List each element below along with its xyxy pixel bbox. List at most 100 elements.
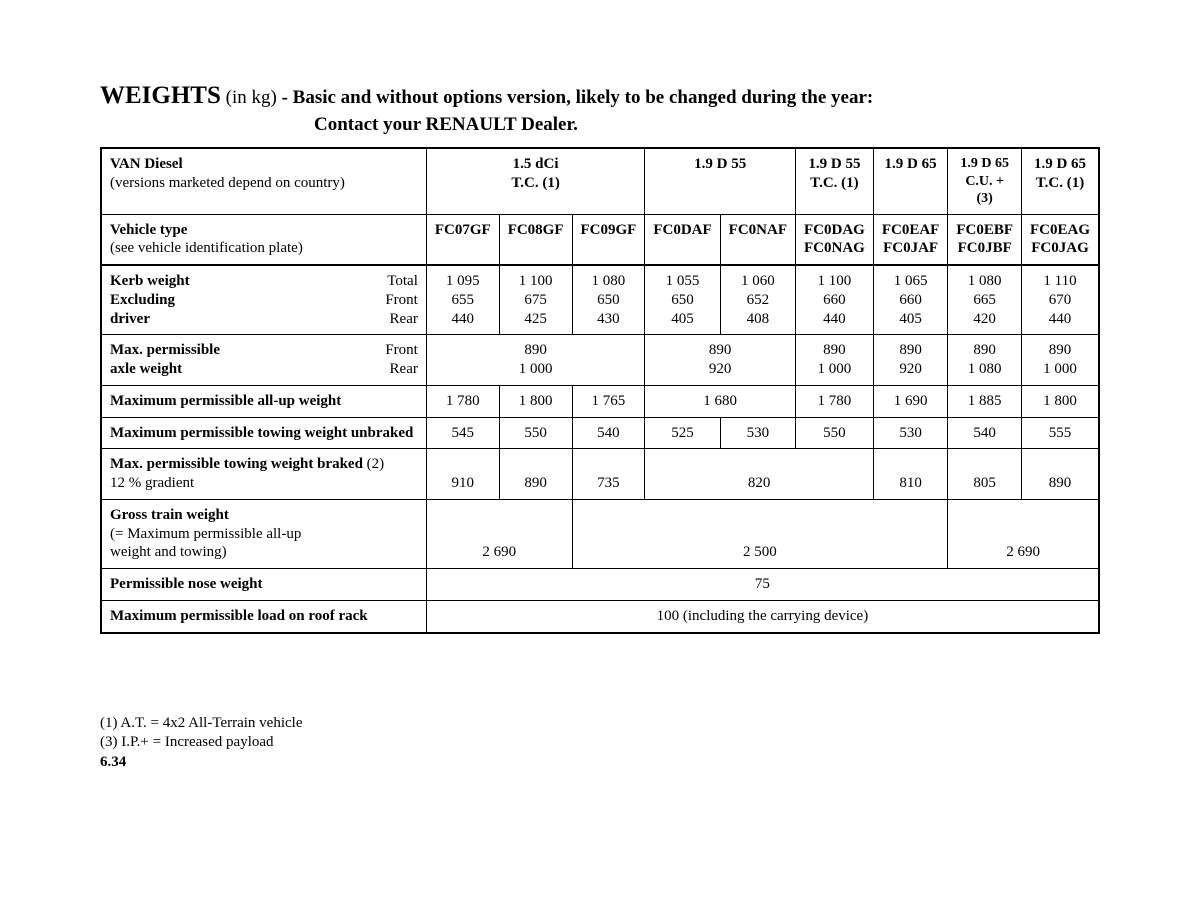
nose-row: Permissible nose weight 75 xyxy=(101,569,1099,601)
cell-val: 1 000 xyxy=(818,361,852,377)
braked-v8: 805 xyxy=(948,449,1022,500)
cell-val: 655 xyxy=(452,292,475,308)
cell-val: 652 xyxy=(747,292,770,308)
axle-label-2: axle weight xyxy=(110,361,182,377)
cell-val: 675 xyxy=(524,292,547,308)
cell-val: 1 065 xyxy=(894,273,928,289)
van-diesel-label: VAN Diesel (versions marketed depend on … xyxy=(101,148,426,214)
axle-v6: 890 1 000 xyxy=(796,335,874,386)
unbraked-v7: 530 xyxy=(873,417,948,449)
cell-val: 440 xyxy=(452,311,475,327)
axle-label: Max. permissible axle weight Front Rear xyxy=(101,335,426,386)
cell-val: 1 000 xyxy=(519,361,553,377)
cell-val: 1 080 xyxy=(592,273,626,289)
weights-table: VAN Diesel (versions marketed depend on … xyxy=(100,147,1100,634)
unbraked-v6: 550 xyxy=(796,417,874,449)
code-v9b: FC0JAG xyxy=(1031,240,1089,256)
cell-val: 1 095 xyxy=(446,273,480,289)
kerb-weight-row: Kerb weight Excluding driver Total Front… xyxy=(101,265,1099,335)
code-v8a: FC0EBF xyxy=(956,222,1013,238)
vehicle-type-note: (see vehicle identification plate) xyxy=(110,240,303,256)
braked-label-1: Max. permissible towing weight braked xyxy=(110,456,363,472)
unbraked-v9: 555 xyxy=(1022,417,1100,449)
cell-val: 890 xyxy=(709,342,732,358)
code-v1: FC07GF xyxy=(426,214,499,265)
axle-g2: 890920 xyxy=(645,335,796,386)
cell-val: 440 xyxy=(823,311,846,327)
title-main: WEIGHTS xyxy=(100,82,221,109)
braked-row: Max. permissible towing weight braked (2… xyxy=(101,449,1099,500)
kerb-v9: 1 110670440 xyxy=(1022,265,1100,335)
cell-val: 408 xyxy=(747,311,770,327)
gtw-label-3: weight and towing) xyxy=(110,544,227,560)
code-v7b: FC0JAF xyxy=(883,240,938,256)
cell-val: 660 xyxy=(899,292,922,308)
braked-v3: 735 xyxy=(572,449,645,500)
kerb-v8: 1 080665420 xyxy=(948,265,1022,335)
cell-val: 430 xyxy=(597,311,620,327)
van-diesel-text: VAN Diesel xyxy=(110,156,183,172)
gtw-row: Gross train weight (= Maximum permissibl… xyxy=(101,499,1099,568)
code-v4: FC0DAF xyxy=(645,214,720,265)
cell-val: 920 xyxy=(709,361,732,377)
cell-val: 650 xyxy=(671,292,694,308)
unbraked-v4: 525 xyxy=(645,417,720,449)
unbraked-v8: 540 xyxy=(948,417,1022,449)
unbraked-v5: 530 xyxy=(720,417,795,449)
code-v2: FC08GF xyxy=(499,214,572,265)
engine-header-row: VAN Diesel (versions marketed depend on … xyxy=(101,148,1099,214)
vehicle-type-label: Vehicle type (see vehicle identification… xyxy=(101,214,426,265)
footnote-3: (3) I.P.+ = Increased payload xyxy=(100,733,1100,753)
nose-label: Permissible nose weight xyxy=(101,569,426,601)
unbraked-v1: 545 xyxy=(426,417,499,449)
braked-g2: 820 xyxy=(645,449,873,500)
cell-val: 890 xyxy=(899,342,922,358)
axle-weight-row: Max. permissible axle weight Front Rear … xyxy=(101,335,1099,386)
braked-v9: 890 xyxy=(1022,449,1100,500)
kerb-label-3: driver xyxy=(110,311,150,327)
vehicle-type-text: Vehicle type xyxy=(110,222,187,238)
engine-col-3: 1.9 D 55 T.C. (1) xyxy=(796,148,874,214)
roof-row: Maximum permissible load on roof rack 10… xyxy=(101,600,1099,632)
unbraked-label: Maximum permissible towing weight unbrak… xyxy=(101,417,426,449)
kerb-v6: 1 100660440 xyxy=(796,265,874,335)
cell-val: 1 110 xyxy=(1043,273,1076,289)
code-v6a: FC0DAG xyxy=(804,222,865,238)
cell-val: 440 xyxy=(1049,311,1072,327)
document-page: WEIGHTS (in kg) - Basic and without opti… xyxy=(0,0,1200,772)
cell-val: 1 055 xyxy=(666,273,700,289)
axle-v8: 8901 080 xyxy=(948,335,1022,386)
cell-val: 920 xyxy=(899,361,922,377)
cell-val: 890 xyxy=(823,342,846,358)
kerb-v7: 1 065 660 405 xyxy=(873,265,948,335)
code-v3: FC09GF xyxy=(572,214,645,265)
engine-col-6: 1.9 D 65 T.C. (1) xyxy=(1022,148,1100,214)
gtw-g2: 2 500 xyxy=(572,499,948,568)
braked-label: Max. permissible towing weight braked (2… xyxy=(101,449,426,500)
cell-val: 420 xyxy=(973,311,996,327)
axle-sub-rear: Rear xyxy=(390,361,418,377)
page-title: WEIGHTS (in kg) - Basic and without opti… xyxy=(100,80,1100,137)
cell-val: 405 xyxy=(899,311,922,327)
kerb-v2: 1 100675425 xyxy=(499,265,572,335)
code-v6: FC0DAGFC0NAG xyxy=(796,214,874,265)
kerb-sub-rear: Rear xyxy=(390,311,418,327)
gtw-label-2: (= Maximum permissible all-up xyxy=(110,526,301,542)
cell-val: 650 xyxy=(597,292,620,308)
braked-label-2: 12 % gradient xyxy=(110,475,194,491)
footnote-1: (1) A.T. = 4x2 All-Terrain vehicle xyxy=(100,714,1100,734)
code-v7a: FC0EAF xyxy=(882,222,940,238)
allup-g2: 1 680 xyxy=(645,385,796,417)
cell-val: 405 xyxy=(671,311,694,327)
braked-v7: 810 xyxy=(873,449,948,500)
cell-val: 1 100 xyxy=(818,273,852,289)
allup-label: Maximum permissible all-up weight xyxy=(101,385,426,417)
code-v9: FC0EAG FC0JAG xyxy=(1022,214,1100,265)
axle-v7: 890920 xyxy=(873,335,948,386)
unbraked-row: Maximum permissible towing weight unbrak… xyxy=(101,417,1099,449)
roof-label: Maximum permissible load on roof rack xyxy=(101,600,426,632)
page-number: 6.34 xyxy=(100,753,1100,773)
code-v9a: FC0EAG xyxy=(1030,222,1090,238)
allup-v7: 1 690 xyxy=(873,385,948,417)
roof-val: 100 (including the carrying device) xyxy=(426,600,1099,632)
